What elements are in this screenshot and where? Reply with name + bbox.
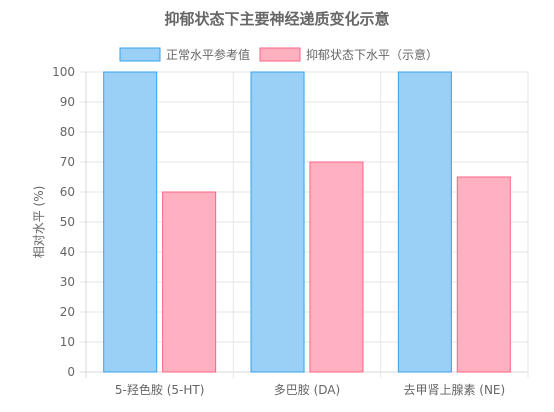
legend-item-normal[interactable]: 正常水平参考值 [119,47,250,62]
y-tick-label: 40 [60,245,75,259]
y-tick-label: 10 [60,335,75,349]
y-tick-label: 20 [60,305,75,319]
y-tick-label: 50 [60,215,75,229]
bar-normal-1[interactable] [250,71,305,373]
legend-label-normal: 正常水平参考值 [166,47,250,62]
y-tick-label: 60 [60,185,75,199]
y-tick-label: 80 [60,125,75,139]
legend-label-depressed: 抑郁状态下水平（示意） [306,47,438,62]
legend: 正常水平参考值 抑郁状态下水平（示意） [119,47,438,62]
y-tick-label: 0 [67,365,75,379]
bar-normal-2[interactable] [397,71,452,373]
x-tick-label: 去甲肾上腺素 (NE) [403,383,505,397]
y-tick-label: 100 [52,65,75,79]
y-axis: 0 10 20 30 40 50 60 70 80 90 100 [52,65,75,379]
y-tick-label: 70 [60,155,75,169]
x-axis: 5-羟色胺 (5-HT) 多巴胺 (DA) 去甲肾上腺素 (NE) [115,382,505,397]
x-tick-label: 5-羟色胺 (5-HT) [115,382,204,397]
y-tick-label: 90 [60,95,75,109]
x-tick-label: 多巴胺 (DA) [274,383,340,397]
chart-title: 抑郁状态下主要神经递质变化示意 [164,10,389,28]
bar-depressed-0[interactable] [162,191,217,373]
legend-item-depressed[interactable]: 抑郁状态下水平（示意） [259,47,438,62]
bars [103,71,511,373]
y-axis-title: 相对水平 (%) [32,186,46,259]
legend-swatch-normal [119,47,161,62]
bar-normal-0[interactable] [103,71,158,373]
bar-depressed-1[interactable] [309,161,364,373]
bar-depressed-2[interactable] [456,176,511,373]
legend-swatch-depressed [259,47,301,62]
y-tick-label: 30 [60,275,75,289]
